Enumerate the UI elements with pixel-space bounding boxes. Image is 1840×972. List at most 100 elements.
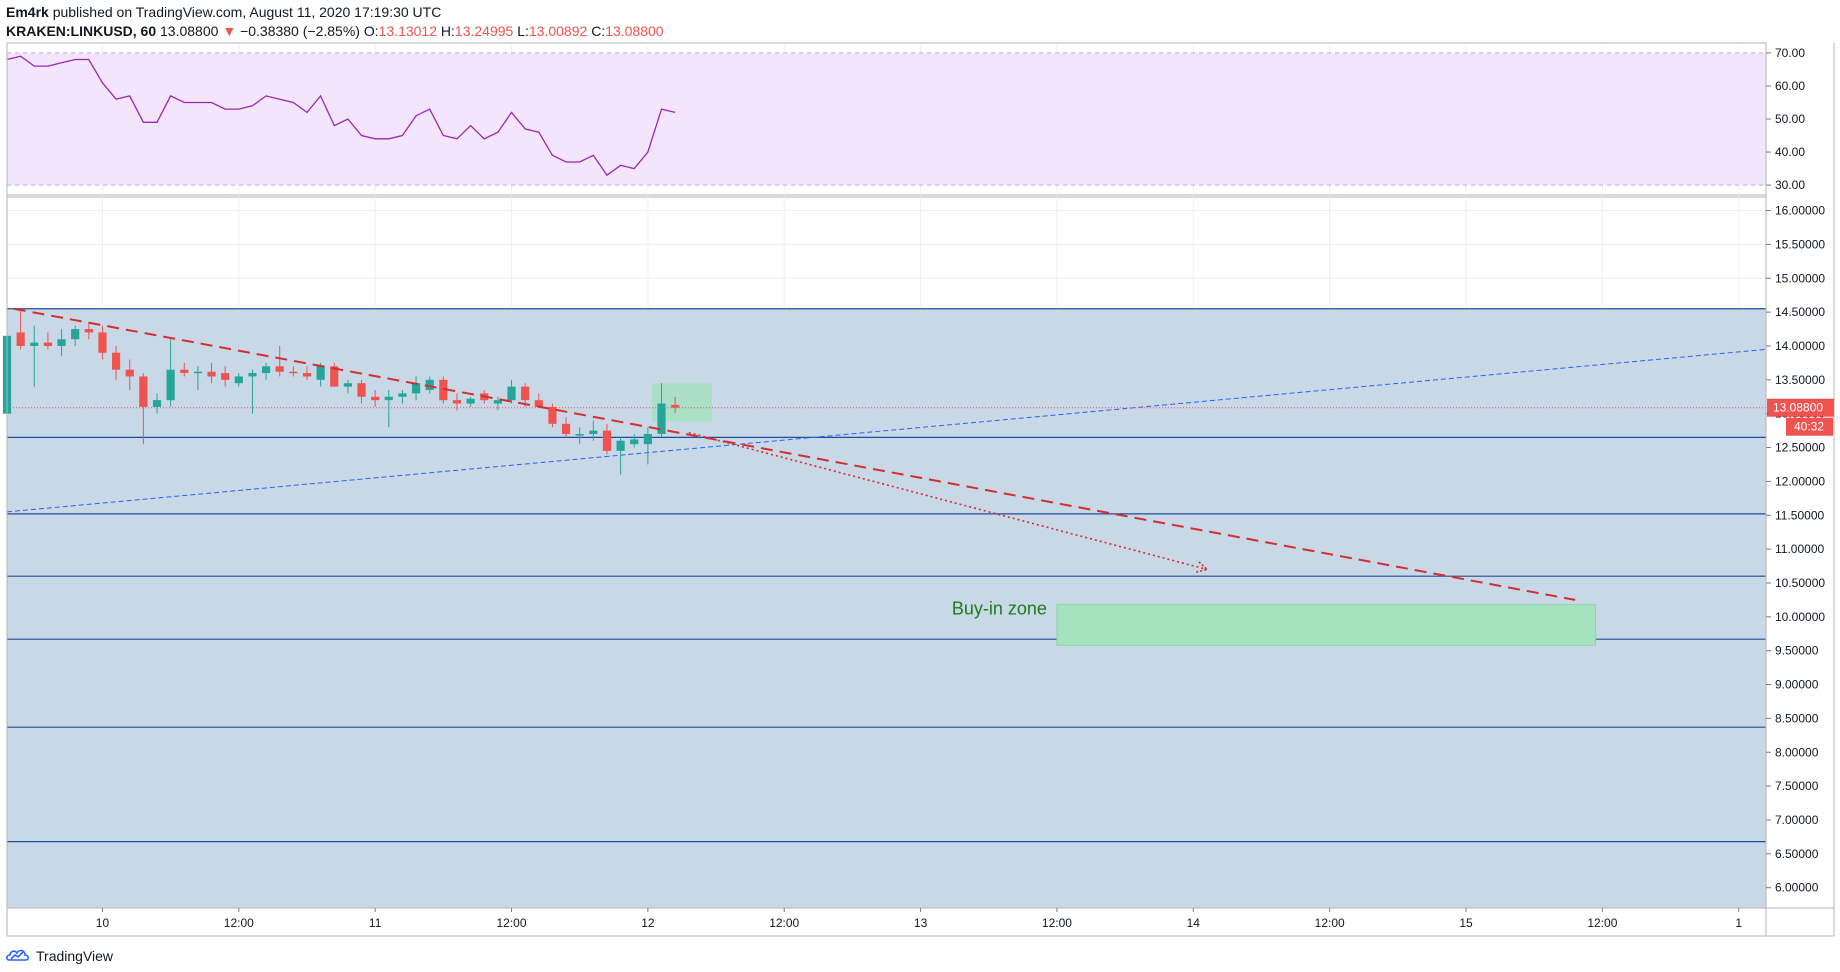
low-value: 13.00892 (528, 23, 588, 39)
candle (207, 371, 216, 377)
price-tick-label: 12.00000 (1775, 474, 1825, 488)
candle (630, 439, 639, 445)
price-pane[interactable]: Buy-in zone (2, 196, 1767, 909)
rsi-tick-label: 40.00 (1775, 145, 1805, 159)
candle (98, 332, 107, 353)
rsi-tick-label: 70.00 (1775, 46, 1805, 60)
candle (16, 332, 25, 346)
candle (221, 373, 230, 380)
price-tick-label: 6.00000 (1775, 881, 1819, 895)
symbol-label: KRAKEN:LINKUSD, 60 (6, 23, 157, 39)
price-tick-label: 16.00000 (1775, 204, 1825, 218)
time-tick-label: 12 (641, 916, 655, 930)
rsi-tick-label: 30.00 (1775, 178, 1805, 192)
time-tick-label: 11 (369, 916, 382, 930)
candle (425, 379, 434, 390)
price-tick-label: 9.00000 (1775, 678, 1819, 692)
candle (439, 379, 448, 401)
tradingview-brand: TradingView (36, 948, 114, 964)
author-name[interactable]: Em4rk (6, 4, 49, 20)
rsi-band (7, 52, 1766, 186)
candle (493, 400, 502, 404)
candle (261, 366, 271, 374)
candle (507, 386, 516, 401)
time-tick-label: 12:00 (224, 916, 254, 930)
candle (289, 371, 298, 374)
header-line-2: KRAKEN:LINKUSD, 60 13.08800 ▼ −0.38380 (… (6, 22, 664, 41)
time-tick-label: 12:00 (1042, 916, 1072, 930)
time-tick-label: 14 (1187, 916, 1201, 930)
candle (139, 376, 148, 407)
close-value: 13.08800 (605, 23, 664, 39)
candle (452, 400, 462, 404)
price-tick-label: 9.50000 (1775, 644, 1819, 658)
price-tick-label: 12.50000 (1775, 441, 1825, 455)
publish-info: published on TradingView.com, August 11,… (48, 4, 442, 20)
time-tick-label: 12:00 (1587, 916, 1617, 930)
candle (643, 434, 652, 445)
last-price: 13.08800 (160, 23, 219, 39)
current-price-tag (1767, 398, 1834, 417)
ascending-support-line (6, 348, 1767, 513)
time-tick-label: 13 (914, 916, 928, 930)
candle (602, 430, 612, 451)
candle (466, 398, 475, 404)
rsi-pane[interactable] (6, 42, 1767, 196)
candle (152, 400, 162, 407)
rsi-tick-label: 60.00 (1775, 79, 1805, 93)
price-tick-label: 6.50000 (1775, 847, 1819, 861)
time-axis[interactable]: 10 12:00 11 12:00 12 12:00 13 12:00 14 12:00 15 12:… (96, 908, 1743, 930)
candle (398, 393, 407, 397)
candle (343, 383, 352, 387)
open-value: 13.13012 (378, 23, 438, 39)
high-label: H: (440, 23, 455, 39)
candle (275, 366, 284, 372)
candle (84, 329, 93, 333)
buy-zone-label: Buy-in zone (952, 599, 1047, 619)
price-tick-label: 7.00000 (1775, 813, 1819, 827)
time-tick-label: 1 (1735, 916, 1742, 930)
candle (671, 404, 680, 408)
tradingview-footer[interactable]: TradingView (6, 944, 113, 968)
price-tick-label: 13.50000 (1775, 373, 1825, 387)
candle (411, 383, 421, 394)
rsi-line (6, 55, 676, 177)
candle (166, 369, 175, 401)
buy-zone-rect (1056, 604, 1597, 646)
countdown-tag (1786, 417, 1833, 436)
rsi-tick-label: 50.00 (1775, 112, 1805, 126)
price-tick-label: 8.00000 (1775, 745, 1819, 759)
countdown-label: 40:32 (1794, 420, 1824, 434)
candle (193, 371, 202, 374)
candle (302, 373, 312, 377)
candle (30, 342, 39, 346)
candle (330, 366, 339, 387)
candle (125, 369, 134, 377)
price-tick-label: 15.50000 (1775, 237, 1825, 251)
close-label: C: (591, 23, 606, 39)
candle (521, 386, 530, 401)
candle (180, 369, 189, 374)
time-tick-label: 12:00 (769, 916, 799, 930)
open-label: O: (363, 23, 379, 39)
candle (534, 400, 543, 407)
projection-arrow-line (688, 431, 1208, 571)
candle (71, 329, 80, 340)
candle (575, 434, 584, 436)
candle (316, 366, 325, 380)
candle (57, 339, 66, 346)
candle (548, 406, 557, 424)
price-tick-label: 14.50000 (1775, 305, 1825, 319)
chart-canvas[interactable]: Buy-in zone 30.00 40.00 50.00 60.00 70.00 6.0… (0, 0, 1840, 940)
candle (589, 430, 598, 434)
change-down-icon: ▼ (222, 23, 237, 39)
price-tick-label: 8.50000 (1775, 711, 1819, 725)
price-tick-label: 14.00000 (1775, 339, 1825, 353)
time-tick-label: 12:00 (497, 916, 527, 930)
candle (357, 383, 366, 397)
candle (234, 376, 243, 384)
candle (561, 423, 571, 434)
tradingview-cloud-icon (6, 949, 29, 961)
price-tick-label: 11.50000 (1775, 508, 1824, 522)
price-tick-label: 11.00000 (1775, 542, 1824, 556)
